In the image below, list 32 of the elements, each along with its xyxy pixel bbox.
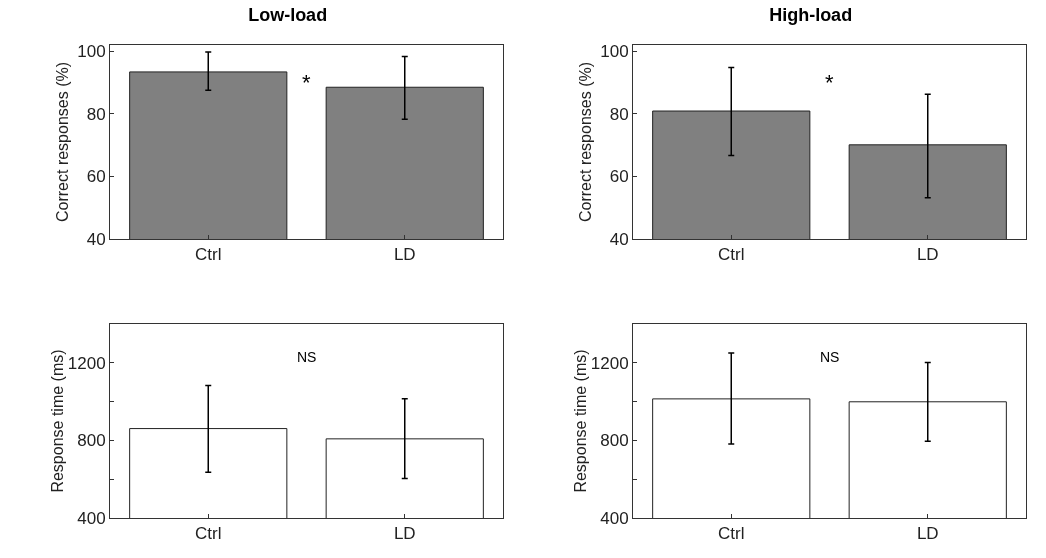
- y-tick-label: 1200: [67, 353, 106, 373]
- y-tick-label: 60: [86, 167, 106, 187]
- y-axis-title: Correct responses (%): [577, 61, 594, 223]
- y-tick-label: 80: [86, 104, 106, 124]
- y-axis-title: Correct responses (%): [54, 61, 71, 223]
- y-tick-label: 40: [609, 229, 629, 249]
- chart-title: High-load: [769, 4, 853, 25]
- y-tick-label: 800: [600, 431, 629, 451]
- annotation: *: [825, 70, 834, 95]
- x-tick-label: Ctrl: [718, 524, 745, 544]
- annotation: NS: [297, 349, 317, 365]
- y-tick-label: 400: [77, 508, 106, 528]
- y-tick-label: 80: [609, 104, 629, 124]
- y-tick-label: 800: [77, 431, 106, 451]
- x-tick-label: LD: [916, 524, 939, 544]
- annotation: NS: [820, 349, 840, 365]
- y-tick-label: 40: [86, 229, 106, 249]
- y-axis-title: Response time (ms): [48, 349, 66, 493]
- x-tick-label: Ctrl: [195, 245, 222, 265]
- x-tick-label: LD: [393, 524, 416, 544]
- y-tick-label: 1200: [590, 353, 629, 373]
- y-axis-title: Response time (ms): [571, 349, 589, 493]
- y-tick-label: 100: [600, 42, 629, 62]
- x-tick-label: LD: [393, 245, 416, 265]
- y-tick-label: 400: [600, 508, 629, 528]
- y-tick-label: 60: [609, 167, 629, 187]
- x-tick-label: Ctrl: [195, 524, 222, 544]
- y-tick-label: 100: [77, 42, 106, 62]
- x-tick-label: Ctrl: [718, 245, 745, 265]
- annotation: *: [302, 70, 311, 95]
- chart-title: Low-load: [248, 4, 328, 25]
- x-tick-label: LD: [916, 245, 939, 265]
